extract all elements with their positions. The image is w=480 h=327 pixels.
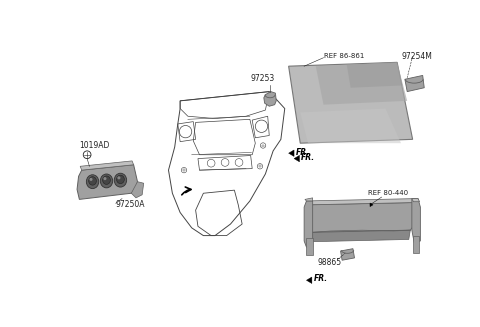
Ellipse shape bbox=[86, 175, 99, 189]
Polygon shape bbox=[132, 182, 144, 198]
Polygon shape bbox=[306, 202, 418, 232]
Ellipse shape bbox=[103, 177, 107, 180]
Polygon shape bbox=[80, 161, 133, 170]
Ellipse shape bbox=[89, 177, 96, 185]
Ellipse shape bbox=[100, 174, 113, 188]
Polygon shape bbox=[405, 76, 424, 92]
Polygon shape bbox=[77, 165, 137, 199]
Text: REF 86-861: REF 86-861 bbox=[324, 53, 364, 59]
Text: 97254M: 97254M bbox=[401, 52, 432, 61]
Text: FR.: FR. bbox=[313, 274, 327, 283]
Ellipse shape bbox=[89, 178, 93, 181]
Polygon shape bbox=[300, 109, 401, 143]
Polygon shape bbox=[412, 198, 420, 202]
Polygon shape bbox=[340, 249, 355, 260]
Text: 1019AD: 1019AD bbox=[79, 141, 110, 150]
Polygon shape bbox=[288, 150, 294, 156]
Polygon shape bbox=[288, 62, 413, 143]
Ellipse shape bbox=[103, 176, 110, 184]
Polygon shape bbox=[316, 62, 407, 105]
Text: REF 80-440: REF 80-440 bbox=[369, 190, 408, 196]
Text: 98865: 98865 bbox=[318, 258, 342, 267]
Polygon shape bbox=[305, 198, 312, 201]
Polygon shape bbox=[370, 203, 373, 207]
Polygon shape bbox=[412, 198, 420, 243]
Text: 97250A: 97250A bbox=[116, 200, 145, 209]
Polygon shape bbox=[413, 235, 419, 252]
Ellipse shape bbox=[117, 175, 124, 184]
Polygon shape bbox=[306, 277, 312, 284]
Polygon shape bbox=[306, 198, 417, 205]
Ellipse shape bbox=[114, 173, 127, 187]
Text: 97253: 97253 bbox=[251, 74, 275, 83]
Text: FR.: FR. bbox=[296, 148, 310, 157]
Polygon shape bbox=[304, 201, 312, 247]
Polygon shape bbox=[264, 92, 276, 106]
Polygon shape bbox=[308, 230, 410, 242]
Ellipse shape bbox=[117, 176, 120, 180]
Polygon shape bbox=[294, 155, 300, 162]
Text: FR.: FR. bbox=[301, 153, 315, 162]
Polygon shape bbox=[306, 238, 312, 255]
Polygon shape bbox=[347, 62, 403, 88]
